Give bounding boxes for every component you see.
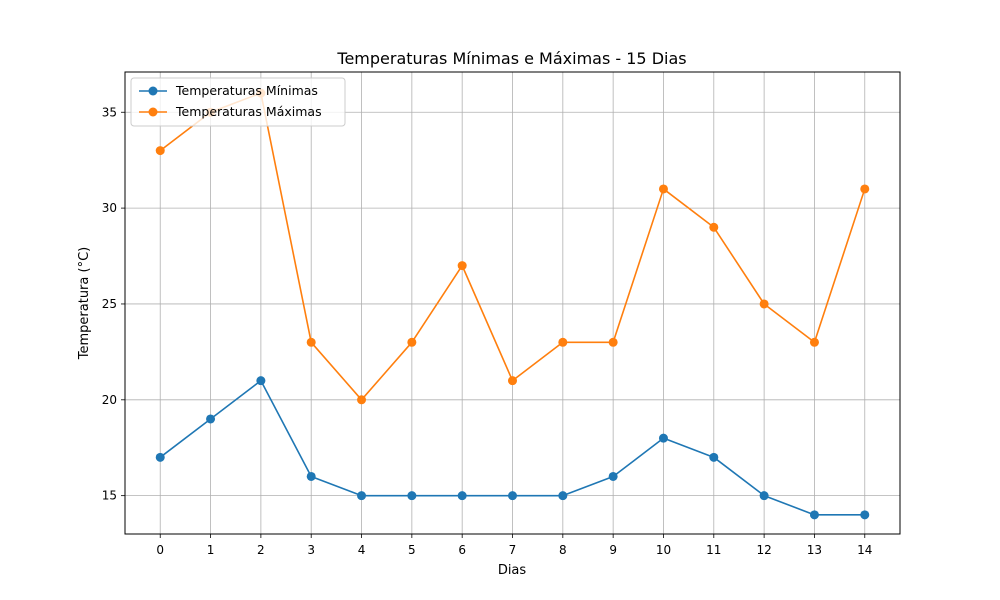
series-0: [155, 376, 870, 520]
data-point: [759, 491, 769, 501]
data-point: [457, 491, 467, 501]
data-point: [709, 452, 719, 462]
data-point: [658, 433, 668, 443]
y-tick-label: 15: [102, 489, 117, 503]
data-point: [658, 184, 668, 194]
x-axis: 0 1 2 3 4 5 6 7 8 9 10 11 12 13 14: [156, 534, 872, 557]
x-tick-label: 6: [458, 543, 466, 557]
data-point: [508, 491, 517, 501]
data-point: [709, 222, 719, 232]
data-point: [407, 491, 417, 501]
grid: [125, 72, 900, 534]
legend: Temperaturas Mínimas Temperaturas Máxima…: [130, 77, 346, 127]
data-point: [608, 337, 618, 347]
x-tick-label: 14: [857, 543, 872, 557]
x-tick-label: 5: [408, 543, 416, 557]
data-point: [306, 471, 316, 481]
data-point: [155, 146, 165, 156]
legend-marker-maximas: [148, 107, 158, 117]
x-tick-label: 8: [559, 543, 567, 557]
legend-label-minimas: Temperaturas Mínimas: [175, 83, 318, 98]
data-point: [558, 491, 568, 501]
data-point: [809, 337, 819, 347]
data-point: [860, 510, 870, 520]
y-axis: 15 20 25 30 35: [102, 105, 125, 503]
data-point: [457, 261, 467, 271]
data-point: [608, 471, 618, 481]
y-tick-label: 30: [102, 201, 117, 215]
x-tick-label: 9: [609, 543, 617, 557]
y-tick-label: 35: [102, 105, 117, 119]
x-tick-label: 2: [257, 543, 265, 557]
data-point: [357, 491, 367, 501]
series-layer: [155, 88, 870, 520]
data-point: [155, 452, 165, 462]
data-point: [407, 337, 417, 347]
x-tick-label: 7: [509, 543, 517, 557]
x-axis-label: Dias: [498, 563, 527, 578]
data-point: [809, 510, 819, 520]
legend-box: [130, 77, 346, 127]
y-tick-label: 25: [102, 297, 117, 311]
y-tick-label: 20: [102, 393, 117, 407]
data-point: [256, 376, 266, 386]
x-tick-label: 3: [307, 543, 315, 557]
data-point: [508, 376, 517, 386]
y-axis-label: Temperatura (°C): [77, 247, 92, 360]
data-point: [558, 337, 568, 347]
data-point: [206, 414, 216, 424]
legend-marker-minimas: [148, 86, 158, 96]
x-tick-label: 0: [156, 543, 164, 557]
x-tick-label: 1: [207, 543, 215, 557]
x-tick-label: 12: [756, 543, 771, 557]
legend-label-maximas: Temperaturas Máximas: [175, 104, 322, 119]
data-point: [759, 299, 769, 309]
data-point: [860, 184, 870, 194]
x-tick-label: 4: [358, 543, 366, 557]
chart-title: Temperaturas Mínimas e Máximas - 15 Dias: [336, 49, 686, 68]
x-tick-label: 11: [706, 543, 721, 557]
data-point: [306, 337, 316, 347]
x-tick-label: 13: [807, 543, 822, 557]
data-point: [357, 395, 367, 405]
x-tick-label: 10: [656, 543, 671, 557]
